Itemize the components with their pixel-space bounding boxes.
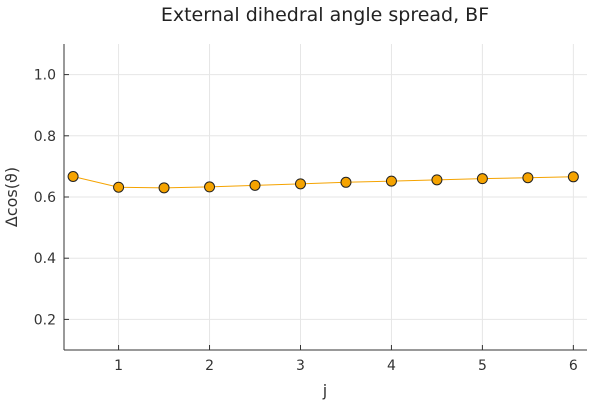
data-point [522, 172, 534, 184]
y-tick-label: 0.8 [34, 129, 56, 145]
x-tick-label: 2 [205, 358, 214, 374]
series-line [72, 176, 574, 189]
data-point [158, 182, 170, 194]
data-point [249, 179, 261, 191]
series-group [67, 170, 579, 194]
data-point [340, 176, 352, 188]
axes [63, 44, 587, 351]
y-tick-label: 0.4 [34, 251, 56, 267]
y-axis-label: Δcos(ϑ) [2, 167, 21, 227]
tick-labels: 1 2 3 4 5 6 0.2 0.4 0.6 0.8 1.0 [34, 68, 578, 374]
x-tick-label: 4 [387, 358, 396, 374]
x-tick-label: 1 [114, 358, 123, 374]
data-point [476, 173, 488, 185]
x-axis-label: j [322, 381, 327, 400]
data-point [294, 178, 306, 190]
data-point [204, 181, 216, 193]
y-tick-label: 0.2 [34, 312, 56, 328]
data-point [385, 175, 397, 187]
x-tick-label: 6 [569, 358, 578, 374]
data-point [431, 174, 443, 186]
data-point [113, 181, 125, 193]
y-tick-label: 0.6 [34, 190, 56, 206]
x-tick-label: 3 [296, 358, 305, 374]
grid [64, 44, 587, 350]
x-tick-label: 5 [478, 358, 487, 374]
data-point [67, 170, 79, 182]
y-tick-label: 1.0 [34, 68, 56, 84]
chart-title: External dihedral angle spread, BF [161, 4, 489, 26]
data-point [567, 171, 579, 183]
